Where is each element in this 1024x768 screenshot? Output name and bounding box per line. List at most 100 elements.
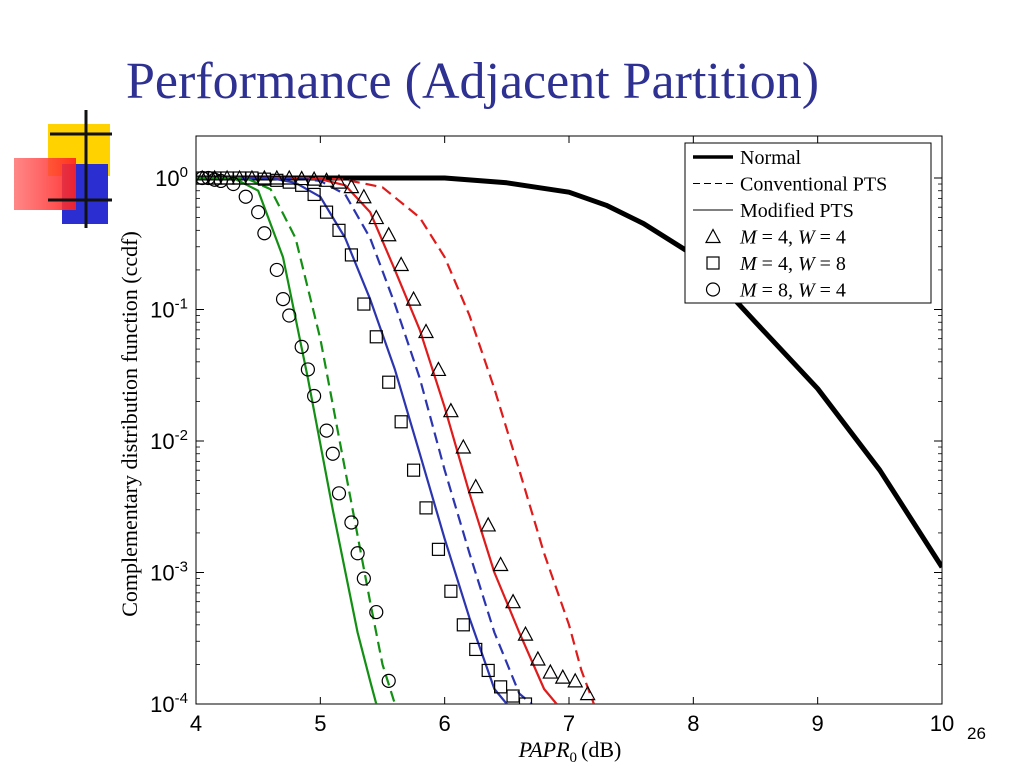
marker-triangle [380, 226, 397, 242]
marker-triangle [567, 672, 584, 688]
legend-label-0: Normal [740, 147, 802, 169]
marker-square [406, 463, 421, 477]
marker-square [481, 663, 495, 678]
x-tick-label-5: 9 [812, 711, 824, 736]
series-line-mod-m8w4 [196, 176, 378, 704]
legend-box [684, 142, 932, 304]
marker-triangle [455, 438, 472, 454]
x-tick-label-3: 7 [563, 711, 575, 736]
marker-square [494, 680, 508, 694]
marker-circle [257, 226, 272, 241]
marker-square [456, 618, 470, 632]
marker-circle [381, 673, 396, 688]
marker-square [307, 187, 321, 202]
marker-circle [325, 446, 340, 461]
marker-triangle [505, 593, 522, 609]
marker-square [295, 178, 309, 192]
marker-triangle [343, 178, 360, 194]
series-line-mod-m4w8 [196, 176, 508, 704]
x-tick-label-6: 10 [930, 711, 954, 736]
marker-square [357, 297, 371, 311]
y-axis-label: Complementary distribution function (ccd… [117, 231, 142, 617]
legend-symbol-circle [705, 282, 721, 297]
svg-text:Complementary distribution fun: Complementary distribution function (ccd… [117, 231, 142, 617]
marker-square [382, 375, 396, 389]
y-tick-label-1: 10-1 [150, 296, 188, 323]
marker-triangle [405, 290, 422, 306]
marker-circle [238, 189, 253, 204]
marker-triangle [318, 172, 335, 187]
marker-circle [319, 423, 334, 438]
x-axis-label: PAPR0 (dB) [518, 737, 622, 766]
legend-label-4: M = 4, W = 8 [739, 253, 846, 275]
marker-triangle [480, 516, 497, 532]
marker-triangle [418, 323, 435, 339]
marker-circle [275, 291, 291, 307]
marker-triangle [281, 169, 298, 185]
marker-circle [207, 172, 222, 187]
marker-circle [226, 176, 241, 192]
marker-triangle [256, 169, 273, 185]
marker-square [344, 248, 359, 262]
legend-label-3: M = 4, W = 4 [739, 227, 846, 249]
legend-label-2: Modified PTS [740, 200, 854, 222]
marker-circle [269, 262, 284, 278]
marker-triangle [517, 625, 534, 641]
marker-triangle [430, 361, 447, 377]
series-line-conv-m4w4 [196, 176, 595, 704]
y-tick-label-0: 100 [155, 164, 188, 191]
series-line-mod-m4w4 [196, 176, 558, 704]
page-number: 26 [967, 724, 986, 743]
marker-square [469, 642, 483, 657]
marker-circle [344, 515, 359, 530]
series-group [196, 169, 942, 704]
legend-label-1: Conventional PTS [740, 174, 887, 196]
legend: Normal Conventional PTS Modified PTS M = 4,… [684, 142, 932, 304]
marker-triangle [268, 169, 285, 185]
marker-circle [294, 339, 309, 354]
legend-symbol-square [706, 256, 720, 270]
marker-triangle [306, 170, 323, 186]
marker-triangle [442, 402, 459, 418]
marker-triangle [542, 663, 559, 679]
marker-triangle [293, 170, 310, 186]
marker-square [394, 415, 408, 429]
x-tick-label-1: 5 [314, 711, 326, 736]
marker-circle [350, 546, 365, 561]
legend-symbol-triangle [704, 228, 722, 244]
marker-circle [300, 362, 315, 377]
x-tick-label-4: 8 [687, 711, 699, 736]
marker-circle [369, 604, 384, 620]
x-tick-label-2: 6 [439, 711, 451, 736]
marker-circle [356, 571, 371, 586]
series-line-conv-m8w4 [196, 176, 396, 704]
slide-decoration-logo [14, 110, 112, 228]
marker-square [419, 501, 433, 515]
legend-label-5: M = 8, W = 4 [739, 280, 846, 302]
marker-circle [307, 388, 322, 404]
marker-triangle [529, 650, 546, 666]
series-line-normal [196, 175, 942, 569]
marker-square [319, 205, 334, 219]
slide-title: Performance (Adjacent Partition) [126, 53, 820, 110]
marker-triangle [355, 188, 372, 204]
series-line-conv-m4w8 [196, 176, 533, 704]
marker-triangle [554, 668, 571, 684]
marker-square [332, 223, 346, 237]
marker-circle [331, 486, 347, 501]
marker-triangle [393, 256, 410, 272]
marker-triangle [492, 556, 509, 572]
y-tick-label-3: 10-3 [150, 559, 188, 586]
marker-square [506, 689, 520, 703]
marker-square [518, 697, 533, 704]
marker-circle [251, 205, 266, 220]
marker-square [444, 584, 458, 598]
y-tick-label-4: 10-4 [150, 690, 188, 717]
marker-square [431, 542, 446, 556]
marker-triangle [330, 173, 347, 189]
marker-triangle [368, 209, 385, 225]
marker-triangle [579, 685, 596, 701]
x-tick-label-0: 4 [190, 711, 202, 736]
marker-triangle [467, 478, 484, 494]
